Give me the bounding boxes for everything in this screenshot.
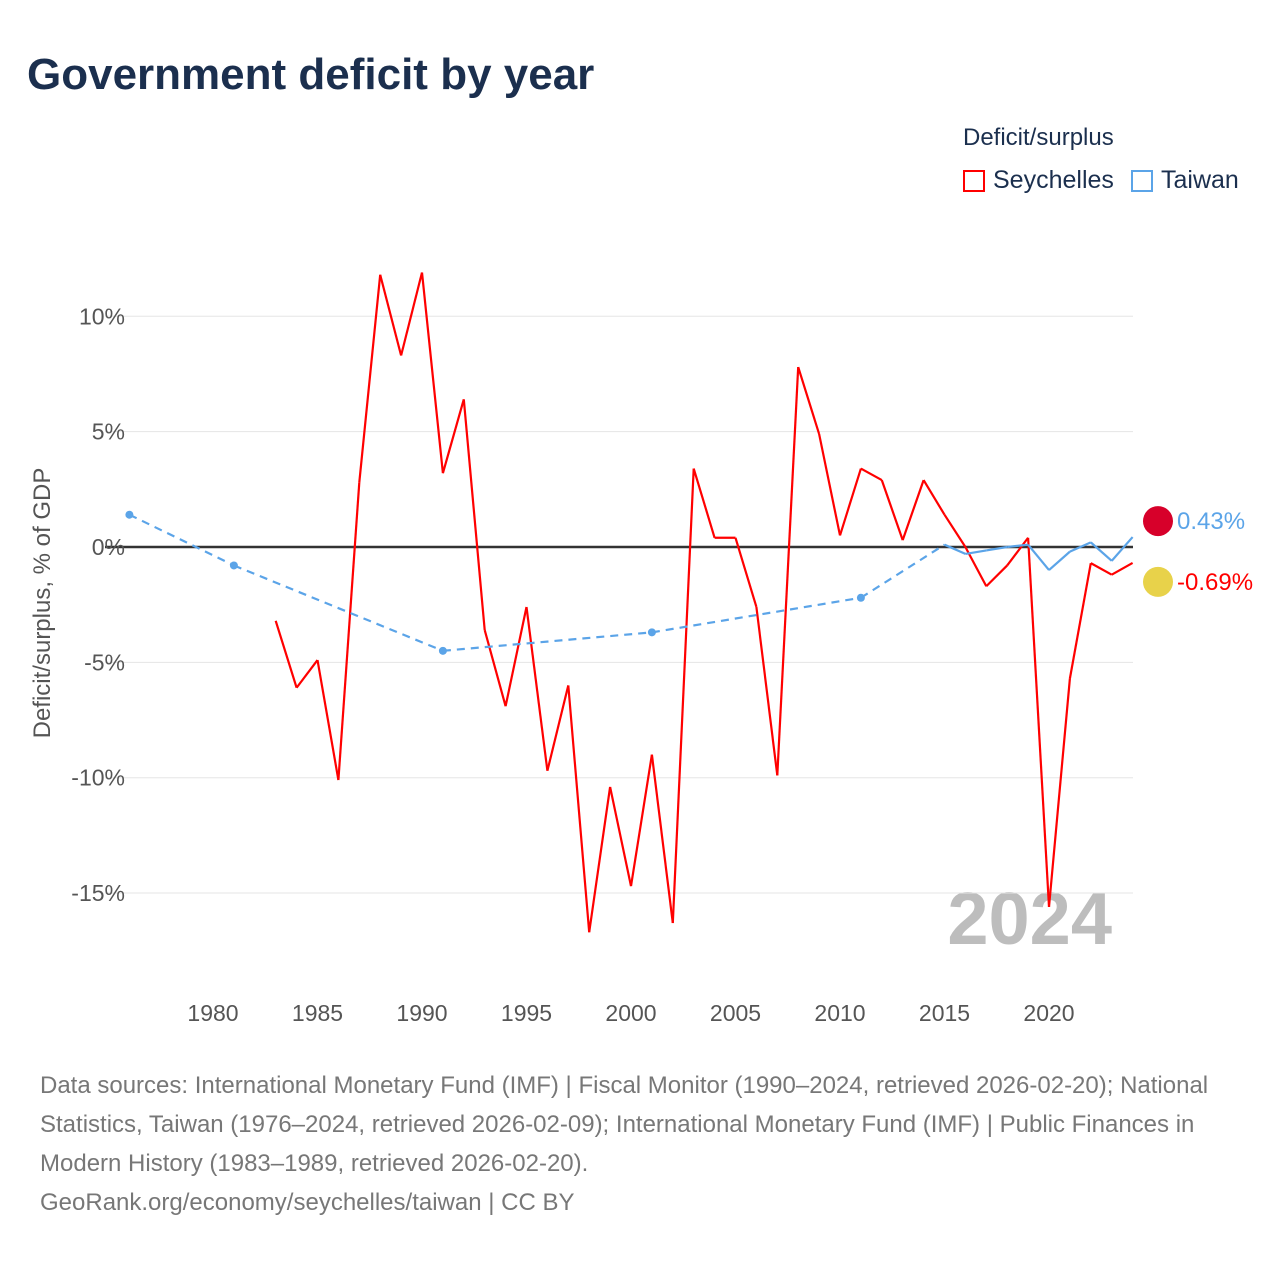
series-segment-taiwan (442, 631, 652, 652)
x-tick-label: 2015 (919, 1000, 970, 1026)
y-tick-label: -10% (71, 765, 125, 791)
series-segment-taiwan (860, 543, 946, 599)
data-point-taiwan (856, 593, 865, 602)
series-segment-seychelles (734, 537, 758, 608)
series-segment-taiwan (128, 513, 235, 567)
x-tick-label: 2005 (710, 1000, 761, 1026)
series-segment-seychelles (504, 606, 528, 707)
legend-swatch (1131, 169, 1153, 192)
end-value-label-taiwan: 0.43% (1177, 508, 1245, 535)
legend-title: Deficit/surplus (963, 124, 1114, 151)
series-segment-seychelles (337, 482, 361, 781)
y-tick-label: -5% (84, 649, 125, 675)
x-tick-label: 1985 (292, 1000, 343, 1026)
chart-title: Government deficit by year (27, 50, 595, 99)
x-tick-label: 2020 (1023, 1000, 1074, 1026)
data-point-taiwan (647, 628, 656, 637)
data-sources: Data sources: International Monetary Fun… (40, 1072, 1209, 1177)
legend-label: Taiwan (1161, 166, 1239, 194)
legend-item-seychelles[interactable]: Seychelles (963, 166, 1114, 195)
series-segment-taiwan (1027, 543, 1050, 571)
series-segment-seychelles (922, 479, 946, 516)
series-segment-taiwan (1007, 543, 1029, 549)
data-point-taiwan (438, 646, 447, 655)
series-segment-taiwan (233, 564, 444, 652)
series-segment-seychelles (901, 479, 925, 541)
series-segment-seychelles (818, 433, 842, 536)
series-segment-taiwan (1110, 536, 1134, 562)
y-tick-label: 5% (92, 419, 125, 445)
series-segment-seychelles (838, 468, 862, 536)
series-segment-taiwan (1090, 541, 1113, 562)
series-segment-seychelles (692, 468, 716, 539)
series-segment-seychelles (567, 685, 591, 933)
series-segment-seychelles (441, 399, 465, 474)
series-segment-seychelles (274, 620, 298, 689)
series-segment-taiwan (651, 596, 862, 634)
series-segment-seychelles (1027, 537, 1051, 907)
series-segment-taiwan (1048, 550, 1071, 571)
x-tick-label: 2010 (814, 1000, 865, 1026)
legend-item-taiwan[interactable]: Taiwan (1131, 166, 1239, 195)
series-segment-taiwan (944, 543, 966, 555)
y-tick-label: 10% (79, 303, 125, 329)
series-segment-seychelles (880, 479, 904, 541)
series-segment-taiwan (1069, 541, 1092, 553)
series-segment-seychelles (316, 659, 340, 781)
series-segment-seychelles (776, 366, 800, 776)
series-segment-seychelles (671, 468, 695, 924)
year-watermark: 2024 (947, 877, 1112, 960)
series-segment-seychelles (755, 606, 779, 776)
y-tick-label: 0% (92, 534, 125, 560)
y-tick-label: -15% (71, 880, 125, 906)
series-segment-taiwan (986, 545, 1008, 552)
x-tick-label: 1995 (501, 1000, 552, 1026)
series-segment-seychelles (985, 564, 1008, 587)
series-segment-seychelles (525, 606, 549, 771)
series-segment-seychelles (1006, 537, 1029, 567)
series-segment-seychelles (358, 274, 382, 483)
y-axis-label: Deficit/surplus, % of GDP (29, 468, 56, 739)
x-tick-label: 2000 (605, 1000, 656, 1026)
series-segment-seychelles (483, 629, 507, 707)
data-point-taiwan (125, 510, 134, 519)
series-segment-seychelles (797, 366, 821, 435)
series-segment-seychelles (462, 399, 486, 631)
series-segment-seychelles (629, 754, 653, 887)
series-segment-seychelles (400, 272, 424, 356)
legend-swatch (963, 169, 985, 192)
series-segment-taiwan (965, 549, 987, 556)
series-segment-seychelles (943, 514, 967, 548)
series-segment-seychelles (546, 685, 570, 772)
legend-label: Seychelles (993, 166, 1114, 194)
data-point-taiwan (229, 561, 238, 570)
series-segment-seychelles (420, 272, 444, 474)
end-value-label-seychelles: -0.69% (1177, 569, 1253, 596)
seychelles-flag-icon (1143, 566, 1173, 597)
x-tick-label: 1990 (396, 1000, 447, 1026)
series-segment-seychelles (1068, 562, 1092, 679)
footer: Data sources: International Monetary Fun… (40, 1066, 1240, 1222)
line-chart: 2024 10% 5% 0% -5% -10% -15% 1980 1985 1990 1995 2… (29, 272, 1253, 1026)
series-segment-seychelles (1111, 561, 1134, 576)
taiwan-flag-icon (1143, 506, 1173, 537)
credit-link[interactable]: GeoRank.org/economy/seychelles/taiwan | … (40, 1189, 575, 1216)
series-segment-seychelles (588, 786, 612, 933)
series-segment-seychelles (609, 786, 633, 887)
series-segment-seychelles (650, 754, 674, 924)
series-segment-seychelles (295, 659, 319, 689)
series-segment-seychelles (860, 467, 883, 482)
series-segment-seychelles (1047, 678, 1071, 907)
series-segment-seychelles (379, 274, 403, 356)
x-tick-label: 1980 (187, 1000, 238, 1026)
series-segment-seychelles (1090, 562, 1113, 576)
